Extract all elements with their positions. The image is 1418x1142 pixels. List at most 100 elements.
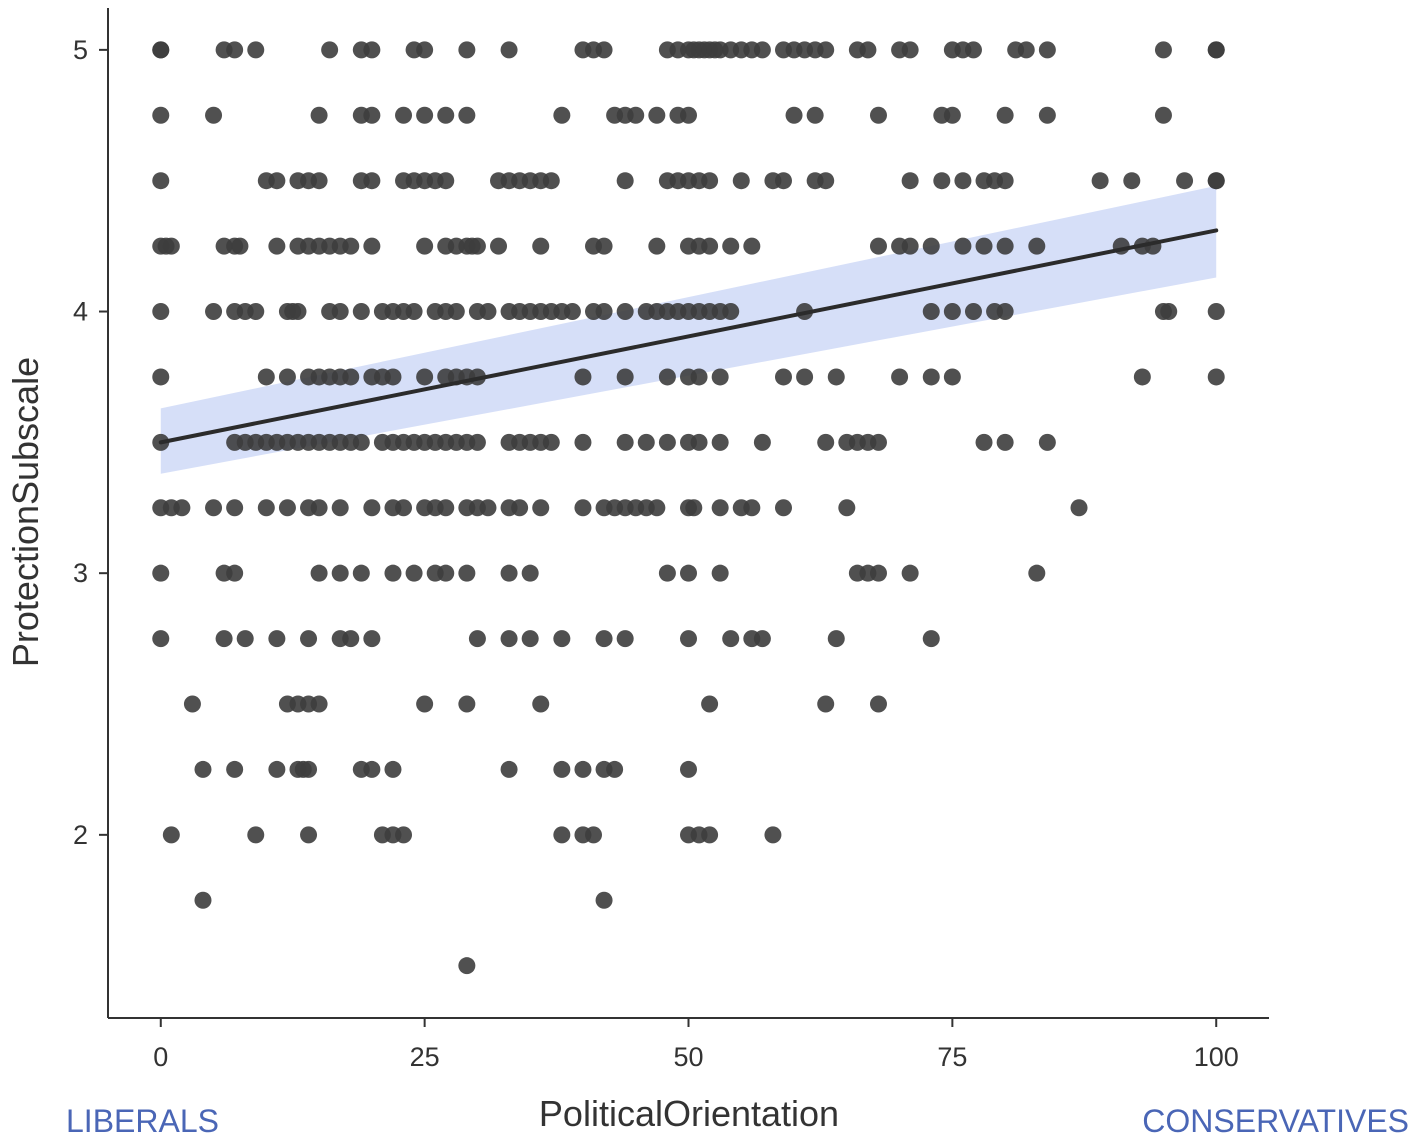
data-point xyxy=(827,368,845,386)
data-point xyxy=(152,303,170,321)
data-point xyxy=(479,499,497,517)
data-point xyxy=(869,564,887,582)
data-point xyxy=(891,368,909,386)
data-point xyxy=(331,303,349,321)
data-point xyxy=(827,630,845,648)
data-point xyxy=(205,303,223,321)
data-point xyxy=(268,760,286,778)
data-point xyxy=(1038,433,1056,451)
data-point xyxy=(416,368,434,386)
data-point xyxy=(701,826,719,844)
data-point xyxy=(574,499,592,517)
data-point xyxy=(753,41,771,59)
data-point xyxy=(743,499,761,517)
data-point xyxy=(648,237,666,255)
data-point xyxy=(574,368,592,386)
points-layer xyxy=(152,41,1225,975)
data-point xyxy=(574,760,592,778)
data-point xyxy=(500,630,518,648)
data-point xyxy=(542,433,560,451)
data-point xyxy=(416,695,434,713)
data-point xyxy=(764,826,782,844)
data-point xyxy=(595,630,613,648)
data-point xyxy=(300,630,318,648)
data-point xyxy=(616,303,634,321)
data-point xyxy=(268,630,286,648)
data-point xyxy=(680,760,697,778)
data-point xyxy=(1017,41,1035,59)
data-point xyxy=(458,957,476,975)
conservatives-label: CONSERVATIVES xyxy=(1142,1103,1409,1139)
data-point xyxy=(595,41,613,59)
data-point xyxy=(521,630,539,648)
data-point xyxy=(943,303,961,321)
data-point xyxy=(342,630,360,648)
data-point xyxy=(563,303,581,321)
data-point xyxy=(194,760,212,778)
data-point xyxy=(363,630,381,648)
data-point xyxy=(500,760,518,778)
regression-line-layer xyxy=(158,228,1219,445)
data-point xyxy=(342,368,360,386)
data-point xyxy=(711,368,729,386)
data-point xyxy=(648,499,666,517)
data-point xyxy=(352,433,370,451)
data-point xyxy=(437,172,455,190)
data-point xyxy=(975,237,993,255)
x-tick-label: 0 xyxy=(153,1042,168,1072)
data-point xyxy=(395,499,413,517)
data-point xyxy=(1207,172,1225,190)
data-point xyxy=(490,237,508,255)
data-point xyxy=(701,695,719,713)
data-point xyxy=(722,303,740,321)
data-point xyxy=(405,303,423,321)
data-point xyxy=(205,106,223,124)
data-point xyxy=(901,41,919,59)
data-point xyxy=(553,826,571,844)
data-point xyxy=(310,106,328,124)
confidence-band xyxy=(160,185,1217,474)
data-point xyxy=(553,106,571,124)
data-point xyxy=(753,630,771,648)
data-point xyxy=(595,891,613,909)
data-point xyxy=(838,499,856,517)
data-point xyxy=(247,41,265,59)
data-point xyxy=(1133,368,1151,386)
data-point xyxy=(542,172,560,190)
data-point xyxy=(384,368,402,386)
x-tick-label: 100 xyxy=(1194,1042,1239,1072)
data-point xyxy=(753,433,771,451)
data-point xyxy=(405,564,423,582)
data-point xyxy=(1038,41,1056,59)
data-point xyxy=(352,303,370,321)
data-point xyxy=(616,630,634,648)
data-point xyxy=(205,499,223,517)
x-tick-label: 50 xyxy=(673,1042,703,1072)
data-point xyxy=(257,499,275,517)
data-point xyxy=(532,237,550,255)
data-point xyxy=(521,564,539,582)
data-point xyxy=(922,237,940,255)
data-point xyxy=(363,760,381,778)
data-point xyxy=(901,172,919,190)
x-tick-label: 75 xyxy=(937,1042,967,1072)
data-point xyxy=(711,433,729,451)
data-point xyxy=(384,564,402,582)
data-point xyxy=(500,41,518,59)
data-point xyxy=(901,564,919,582)
data-point xyxy=(964,303,982,321)
data-point xyxy=(996,303,1014,321)
data-point xyxy=(352,564,370,582)
data-point xyxy=(310,695,328,713)
data-point xyxy=(680,564,697,582)
data-point xyxy=(869,433,887,451)
data-point xyxy=(722,630,740,648)
data-point xyxy=(722,237,740,255)
data-point xyxy=(606,760,624,778)
data-point xyxy=(785,106,803,124)
data-point xyxy=(395,826,413,844)
y-tick-label: 5 xyxy=(73,35,88,65)
data-point xyxy=(468,433,486,451)
data-point xyxy=(532,695,550,713)
data-point xyxy=(363,41,381,59)
